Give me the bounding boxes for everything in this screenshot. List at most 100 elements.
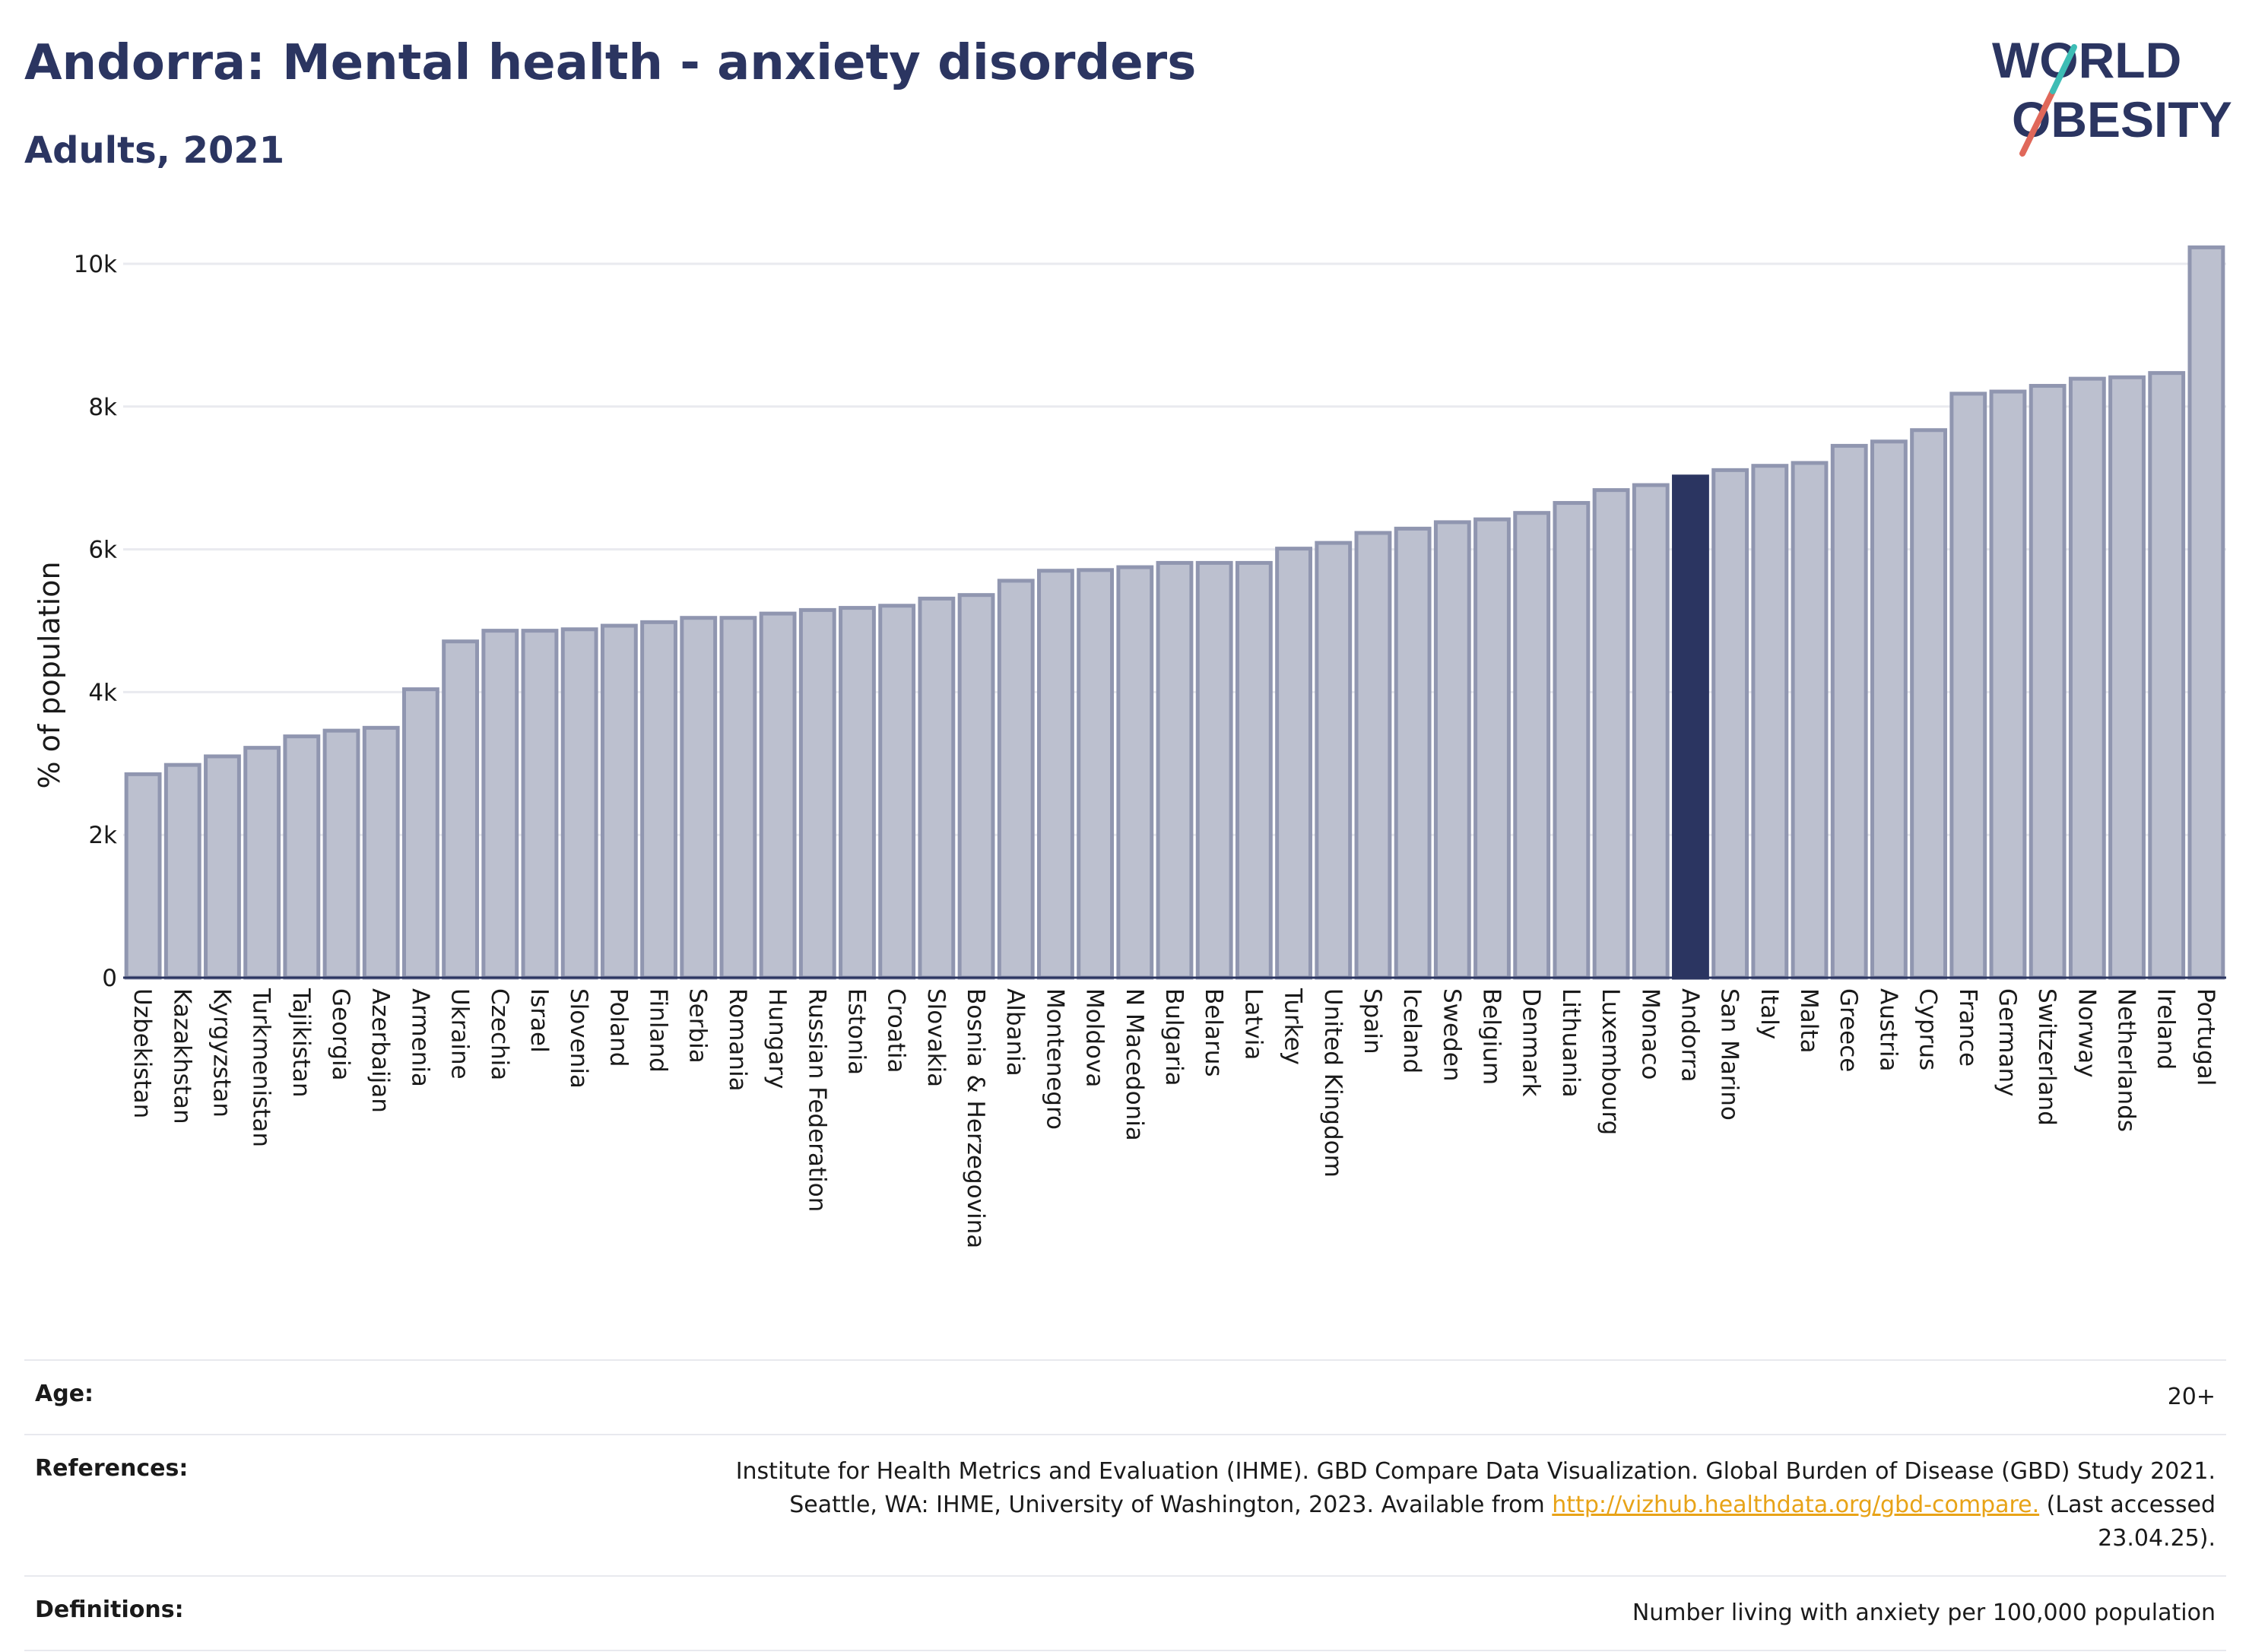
bar-albania bbox=[997, 579, 1035, 980]
bar-bosnia-herzegovina bbox=[957, 593, 995, 980]
x-tick-label: Norway bbox=[2073, 988, 2100, 1078]
x-tick-label: Finland bbox=[645, 988, 672, 1073]
meta-label-definitions: Definitions: bbox=[35, 1597, 184, 1623]
x-tick-label: Andorra bbox=[1676, 988, 1703, 1082]
bar-uzbekistan bbox=[124, 772, 162, 980]
x-tick-label: Montenegro bbox=[1041, 988, 1068, 1130]
bar-kyrgyzstan bbox=[204, 754, 241, 980]
meta-value-age: 20+ bbox=[2167, 1384, 2216, 1410]
x-tick-label: Malta bbox=[1795, 988, 1822, 1054]
meta-row-age: Age: 20+ bbox=[24, 1359, 2226, 1434]
bar-austria bbox=[1870, 439, 1908, 980]
bar-spain bbox=[1354, 531, 1392, 980]
bar-switzerland bbox=[2029, 384, 2067, 980]
x-tick-label: United Kingdom bbox=[1319, 988, 1347, 1178]
reference-link[interactable]: http://vizhub.healthdata.org/gbd-compare… bbox=[1552, 1492, 2040, 1518]
reference-accessed: (Last accessed 23.04.25). bbox=[2039, 1492, 2216, 1552]
x-tick-label: Bulgaria bbox=[1160, 988, 1188, 1086]
bars bbox=[124, 245, 2225, 980]
x-tick-label: Hungary bbox=[763, 988, 791, 1089]
bar-iceland bbox=[1394, 526, 1432, 980]
meta-value-references: Institute for Health Metrics and Evaluat… bbox=[695, 1455, 2216, 1555]
world-obesity-logo: WORLD OBESITY bbox=[1992, 32, 2232, 157]
bar-belarus bbox=[1195, 560, 1233, 980]
bar-netherlands bbox=[2108, 375, 2146, 980]
bar-serbia bbox=[680, 616, 718, 980]
bar-russian-federation bbox=[798, 607, 836, 980]
x-axis-labels: Uzbekistan Kazakhstan Kyrgyzstan Turkmenist… bbox=[128, 988, 2219, 1248]
x-tick-label: Armenia bbox=[406, 988, 433, 1087]
x-tick-label: Slovakia bbox=[922, 988, 950, 1087]
x-tick-label: Czechia bbox=[486, 988, 513, 1080]
x-tick-label: Poland bbox=[604, 988, 632, 1067]
x-tick-label: Albania bbox=[1001, 988, 1029, 1076]
bar-greece bbox=[1830, 443, 1868, 980]
bar-georgia bbox=[322, 728, 360, 980]
x-tick-label: Iceland bbox=[1398, 988, 1426, 1073]
bar-luxembourg bbox=[1592, 488, 1630, 980]
x-tick-label: Austria bbox=[1874, 988, 1902, 1072]
x-tick-label: Kazakhstan bbox=[168, 988, 195, 1124]
bar-united-kingdom bbox=[1315, 541, 1353, 980]
metadata-table: Age: 20+ References: Institute for Healt… bbox=[24, 1359, 2226, 1651]
y-tick-label: 8k bbox=[88, 394, 117, 421]
bar-moldova bbox=[1077, 568, 1115, 980]
bar-chart: 0 2k 4k 6k 8k 10k Uzbekistan Kazakhstan Kyrgyzs… bbox=[33, 245, 2226, 1248]
x-tick-label: Netherlands bbox=[2113, 988, 2140, 1132]
x-tick-label: N Macedonia bbox=[1121, 988, 1148, 1141]
y-tick-label: 4k bbox=[88, 679, 117, 706]
page-title: Andorra: Mental health - anxiety disorde… bbox=[24, 35, 1197, 91]
x-tick-label: Lithuania bbox=[1557, 988, 1584, 1098]
x-tick-label: Sweden bbox=[1438, 988, 1465, 1082]
x-tick-label: Kyrgyzstan bbox=[208, 988, 235, 1118]
bar-germany bbox=[1989, 389, 2027, 980]
bar-kazakhstan bbox=[163, 763, 201, 980]
bar-france bbox=[1949, 392, 1987, 980]
y-axis-ticks: 0 2k 4k 6k 8k 10k bbox=[74, 251, 117, 992]
x-tick-label: France bbox=[1954, 988, 1981, 1067]
bar-cyprus bbox=[1910, 428, 1948, 980]
bar-portugal bbox=[2187, 245, 2225, 980]
bar-ireland bbox=[2148, 371, 2186, 980]
bar-romania bbox=[719, 616, 757, 980]
y-tick-label: 2k bbox=[88, 822, 117, 849]
x-tick-label: Portugal bbox=[2192, 988, 2219, 1086]
y-tick-label: 10k bbox=[74, 251, 117, 278]
x-tick-label: Serbia bbox=[684, 988, 712, 1064]
bar-italy bbox=[1751, 464, 1789, 980]
bar-san-marino bbox=[1711, 468, 1749, 980]
reference-text: Institute for Health Metrics and Evaluat… bbox=[735, 1458, 2216, 1518]
bar-norway bbox=[2068, 376, 2106, 980]
bar-finland bbox=[640, 620, 677, 980]
y-axis-title: % of population bbox=[33, 561, 66, 788]
x-tick-label: Ireland bbox=[2152, 988, 2180, 1070]
x-tick-label: Greece bbox=[1835, 988, 1862, 1072]
bar-malta bbox=[1791, 461, 1829, 980]
bar-n-macedonia bbox=[1116, 565, 1154, 980]
bar-bulgaria bbox=[1156, 560, 1194, 980]
bar-latvia bbox=[1235, 560, 1273, 980]
x-tick-label: Switzerland bbox=[2033, 988, 2060, 1126]
bar-montenegro bbox=[1037, 569, 1074, 980]
x-tick-label: Denmark bbox=[1518, 988, 1545, 1097]
meta-value-definitions: Number living with anxiety per 100,000 p… bbox=[1632, 1600, 2216, 1626]
x-tick-label: Slovenia bbox=[565, 988, 592, 1089]
x-tick-label: Belarus bbox=[1200, 988, 1227, 1077]
meta-label-references: References: bbox=[35, 1455, 189, 1482]
bar-slovenia bbox=[560, 627, 598, 980]
meta-row-references: References: Institute for Health Metrics… bbox=[24, 1434, 2226, 1575]
x-tick-label: Moldova bbox=[1081, 988, 1109, 1087]
bar-denmark bbox=[1513, 511, 1551, 980]
x-tick-label: Germany bbox=[1994, 988, 2021, 1096]
x-tick-label: Monaco bbox=[1636, 988, 1664, 1080]
x-tick-label: Uzbekistan bbox=[128, 988, 156, 1118]
x-tick-label: Romania bbox=[724, 988, 751, 1092]
x-tick-label: Turkey bbox=[1280, 988, 1307, 1065]
x-tick-label: Luxembourg bbox=[1597, 988, 1624, 1135]
logo-slash-teal bbox=[2050, 44, 2077, 94]
bar-monaco bbox=[1632, 483, 1670, 980]
x-tick-label: Spain bbox=[1359, 988, 1386, 1054]
x-tick-label: Bosnia & Herzegovina bbox=[962, 988, 989, 1248]
x-tick-label: Croatia bbox=[883, 988, 910, 1073]
x-tick-label: Tajikistan bbox=[287, 988, 315, 1098]
